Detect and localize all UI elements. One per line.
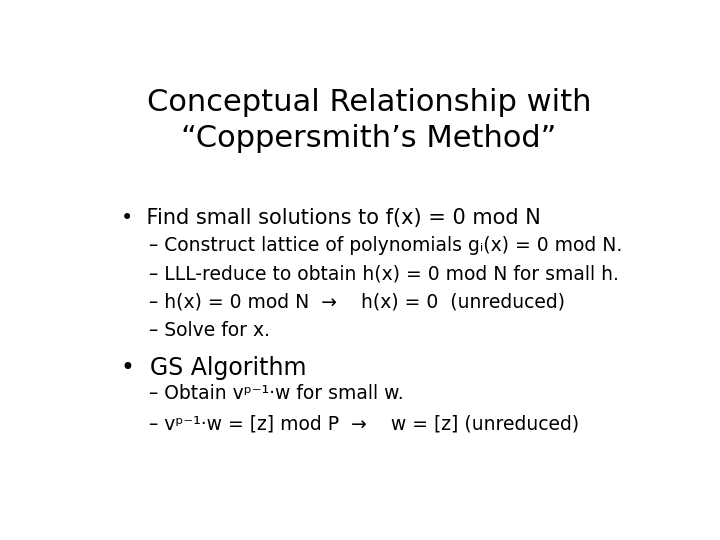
Text: – h(x) = 0 mod N  →    h(x) = 0  (unreduced): – h(x) = 0 mod N → h(x) = 0 (unreduced) <box>148 293 564 312</box>
Text: – Solve for x.: – Solve for x. <box>148 321 269 340</box>
Text: Conceptual Relationship with
“Coppersmith’s Method”: Conceptual Relationship with “Coppersmit… <box>147 87 591 153</box>
Text: •  GS Algorithm: • GS Algorithm <box>121 356 306 380</box>
Text: – LLL-reduce to obtain h(x) = 0 mod N for small h.: – LLL-reduce to obtain h(x) = 0 mod N fo… <box>148 265 618 284</box>
Text: – vᵖ⁻¹·w = [z] mod P  →    w = [z] (unreduced): – vᵖ⁻¹·w = [z] mod P → w = [z] (unreduce… <box>148 414 579 433</box>
Text: – Obtain vᵖ⁻¹·w for small w.: – Obtain vᵖ⁻¹·w for small w. <box>148 384 403 403</box>
Text: •  Find small solutions to f(x) = 0 mod N: • Find small solutions to f(x) = 0 mod N <box>121 208 541 228</box>
Text: – Construct lattice of polynomials gᵢ(x) = 0 mod N.: – Construct lattice of polynomials gᵢ(x)… <box>148 236 622 255</box>
